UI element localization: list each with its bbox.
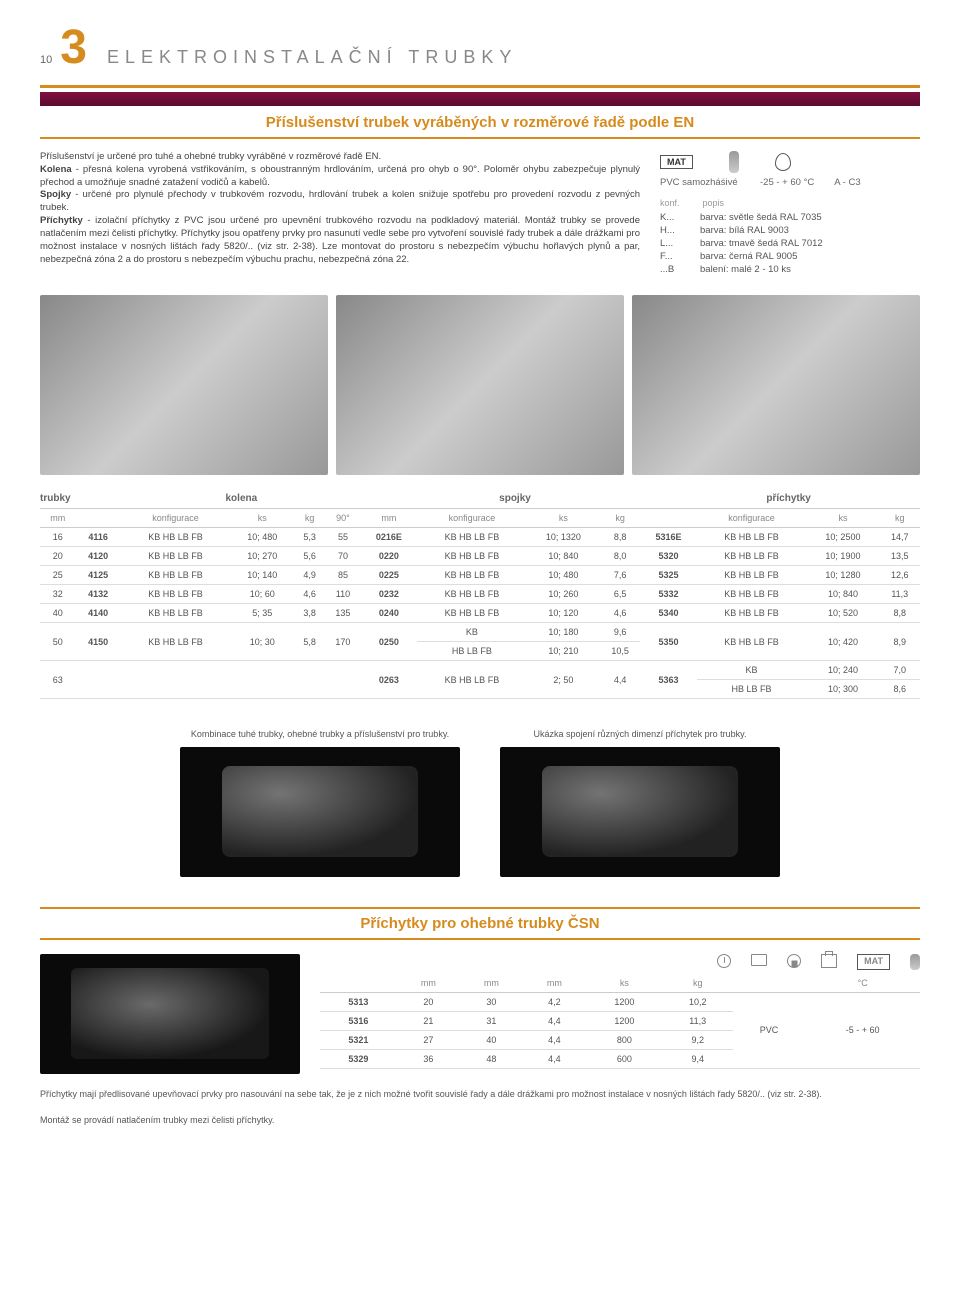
combo-box-2: Ukázka spojení různých dimenzí příchytek… bbox=[500, 729, 780, 877]
csn-th-mm2: mm bbox=[460, 974, 523, 993]
th-kg-1: kg bbox=[294, 509, 325, 528]
thickness-icon bbox=[787, 954, 801, 968]
th-mm-2: mm bbox=[361, 509, 417, 528]
table-row: 254125KB HB LB FB10; 1404,9850225KB HB L… bbox=[40, 566, 920, 585]
th-ks-2: ks bbox=[527, 509, 600, 528]
legend-header: konf. popis bbox=[660, 198, 920, 208]
table-row: 504150KB HB LB FB10; 305,81700250KB10; 1… bbox=[40, 623, 920, 642]
product-image-kolena bbox=[40, 295, 328, 475]
section-title: Příslušenství trubek vyráběných v rozměr… bbox=[40, 108, 920, 139]
legend-row: K...barva: světle šedá RAL 7035 bbox=[660, 212, 920, 223]
intro-b2: Spojky bbox=[40, 189, 71, 200]
footnote-1: Příchytky mají předlisované upevňovací p… bbox=[40, 1088, 920, 1100]
table-row: 164116KB HB LB FB10; 4805,3550216EKB HB … bbox=[40, 528, 920, 547]
combo-image-1 bbox=[180, 747, 460, 877]
orange-divider bbox=[40, 85, 920, 88]
intro-p3: - určené pro plynulé přechody v trubkové… bbox=[40, 189, 640, 213]
csn-section-title: Příchytky pro ohebné trubky ČSN bbox=[40, 907, 920, 940]
spec-box: MAT PVC samozháśivé -25 - + 60 °C A - C3… bbox=[660, 151, 920, 277]
table-row: 531320304,2120010,2PVC-5 - + 60 bbox=[320, 992, 920, 1011]
diameter-icon bbox=[717, 954, 731, 968]
legend-head-p: popis bbox=[703, 198, 725, 208]
width-icon bbox=[751, 954, 767, 966]
intro-b3: Příchytky bbox=[40, 215, 83, 226]
th-ks-3: ks bbox=[806, 509, 879, 528]
table-header-row: mm konfigurace ks kg 90° mm konfigurace … bbox=[40, 509, 920, 528]
cat-spojky: spojky bbox=[373, 489, 658, 508]
csn-th-mm1: mm bbox=[397, 974, 460, 993]
spec-class: A - C3 bbox=[834, 177, 860, 188]
combo-image-2 bbox=[500, 747, 780, 877]
table-row: 204120KB HB LB FB10; 2705,6700220KB HB L… bbox=[40, 547, 920, 566]
csn-th-mm3: mm bbox=[523, 974, 586, 993]
mat-icon-2: MAT bbox=[857, 954, 890, 970]
th-ks-1: ks bbox=[230, 509, 294, 528]
th-kg-3: kg bbox=[880, 509, 920, 528]
th-konf-3: konfigurace bbox=[697, 509, 807, 528]
csn-th-c: °C bbox=[805, 974, 920, 993]
combo-caption-1: Kombinace tuhé trubky, ohebné trubky a p… bbox=[180, 729, 460, 741]
header-title: ELEKTROINSTALAČNÍ TRUBKY bbox=[107, 47, 517, 68]
product-image-row bbox=[40, 295, 920, 475]
mat-icon: MAT bbox=[660, 155, 693, 169]
csn-table-wrap: MAT mm mm mm ks kg °C 531320304 bbox=[320, 954, 920, 1069]
page-header: 10 3 ELEKTROINSTALAČNÍ TRUBKY bbox=[40, 20, 920, 75]
csn-table: mm mm mm ks kg °C 531320304,2120010,2PVC… bbox=[320, 974, 920, 1069]
intro-p4: - izolační příchytky z PVC jsou určené p… bbox=[40, 215, 640, 264]
page-number: 10 bbox=[40, 54, 52, 66]
intro-text: Příslušenství je určené pro tuhé a ohebn… bbox=[40, 151, 640, 277]
package-icon bbox=[821, 954, 837, 968]
spec-temp: -25 - + 60 °C bbox=[760, 177, 814, 188]
th-angle: 90° bbox=[325, 509, 361, 528]
flame-icon bbox=[775, 153, 791, 171]
intro-b1: Kolena bbox=[40, 164, 72, 175]
csn-icons-row: MAT bbox=[320, 954, 920, 970]
chapter-number: 3 bbox=[60, 20, 87, 75]
category-row: trubky kolena spojky příchytky bbox=[40, 489, 920, 509]
csn-image bbox=[40, 954, 300, 1074]
cat-trubky: trubky bbox=[40, 489, 110, 508]
legend-row: H...barva: bílá RAL 9003 bbox=[660, 225, 920, 236]
spec-material: PVC samozháśivé bbox=[660, 177, 740, 188]
legend-row: F...barva: černá RAL 9005 bbox=[660, 251, 920, 262]
csn-th-ks: ks bbox=[586, 974, 663, 993]
table-row: 324132KB HB LB FB10; 604,61100232KB HB L… bbox=[40, 585, 920, 604]
product-image-spojky bbox=[336, 295, 624, 475]
footnote-2: Montáž se provádí natlačením trubky mezi… bbox=[40, 1114, 920, 1126]
table-row: 630263KB HB LB FB2; 504,45363KB10; 2407,… bbox=[40, 661, 920, 680]
th-mm: mm bbox=[40, 509, 76, 528]
th-konf-2: konfigurace bbox=[417, 509, 527, 528]
combo-caption-2: Ukázka spojení různých dimenzí příchytek… bbox=[500, 729, 780, 741]
th-konf-1: konfigurace bbox=[121, 509, 231, 528]
legend-row: L...barva: tmavě šedá RAL 7012 bbox=[660, 238, 920, 249]
legend-row: ...Bbalení: malé 2 - 10 ks bbox=[660, 264, 920, 275]
cat-prichytky: příchytky bbox=[657, 489, 920, 508]
thermometer-icon bbox=[729, 151, 739, 173]
intro-p2: - přesná kolena vyrobená vstřikováním, s… bbox=[40, 164, 640, 188]
product-image-prichytky bbox=[632, 295, 920, 475]
combo-box-1: Kombinace tuhé trubky, ohebné trubky a p… bbox=[180, 729, 460, 877]
legend-head-k: konf. bbox=[660, 198, 700, 208]
intro-p1: Příslušenství je určené pro tuhé a ohebn… bbox=[40, 151, 381, 162]
th-kg-2: kg bbox=[600, 509, 640, 528]
table-row: 404140KB HB LB FB5; 353,81350240KB HB LB… bbox=[40, 604, 920, 623]
csn-th-kg: kg bbox=[663, 974, 733, 993]
main-table: mm konfigurace ks kg 90° mm konfigurace … bbox=[40, 509, 920, 699]
plum-bar bbox=[40, 92, 920, 106]
thermometer-icon-2 bbox=[910, 954, 920, 970]
cat-kolena: kolena bbox=[110, 489, 373, 508]
